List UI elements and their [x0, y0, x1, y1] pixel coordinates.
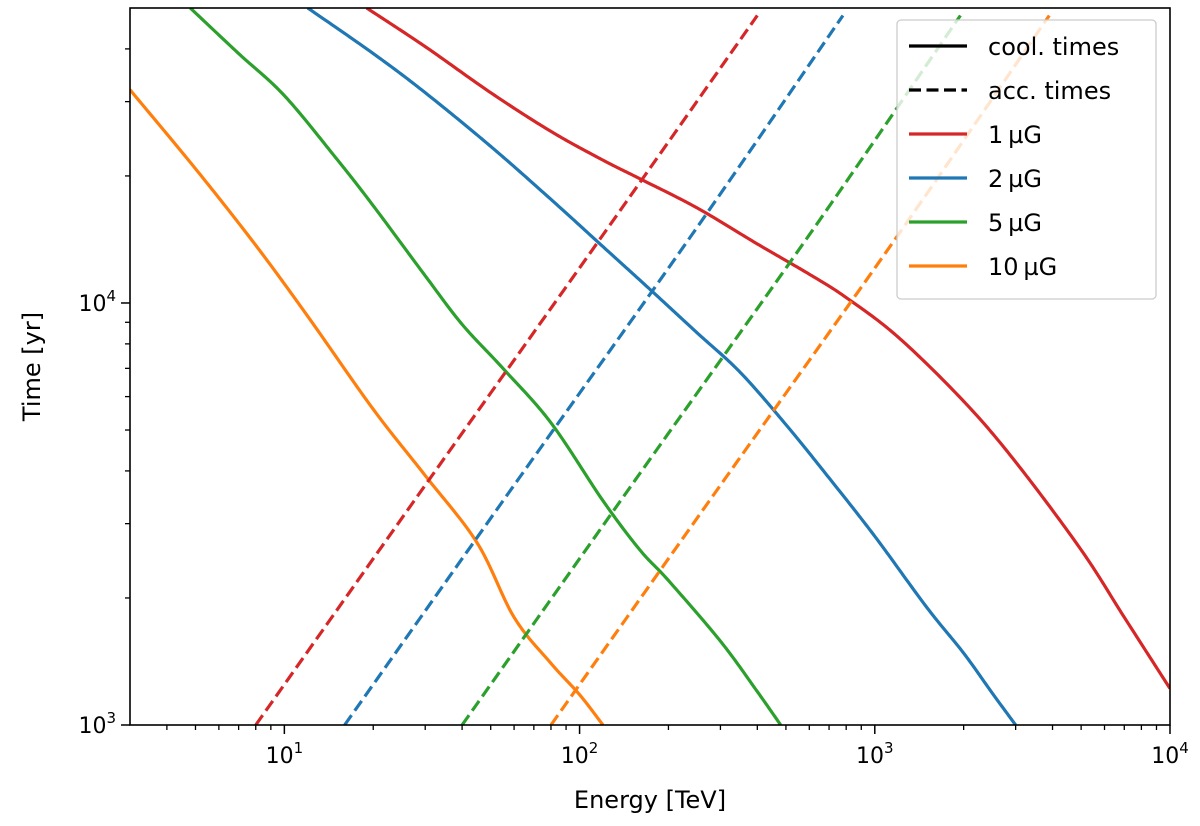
plot-frame	[129, 7, 1171, 726]
legend-label: cool. times	[988, 33, 1119, 61]
tick-layer: 101 102 103 104 103 104	[78, 48, 1189, 769]
series-line-acc-5uG	[460, 14, 962, 725]
x-tick-label: 101	[266, 739, 304, 769]
legend-label: 2 µG	[988, 165, 1042, 193]
x-tick-label: 103	[856, 739, 894, 769]
legend-label: 10 µG	[988, 253, 1057, 281]
series-line-cool-1uG	[365, 8, 1170, 690]
x-axis-label: Energy [TeV]	[574, 786, 726, 814]
series-line-cool-2uG	[306, 8, 1017, 725]
legend: cool. times acc. times 1 µG 2 µG 5 µG 10 µG	[896, 19, 1157, 300]
legend-label: 5 µG	[988, 209, 1042, 237]
x-tick-label: 102	[561, 739, 599, 769]
series-line-cool-5uG	[189, 8, 782, 725]
legend-label: acc. times	[988, 77, 1111, 105]
legend-label: 1 µG	[988, 121, 1042, 149]
series-line-cool-10uG	[130, 88, 605, 725]
y-tick-label: 104	[78, 287, 116, 317]
series-layer	[130, 8, 1170, 725]
y-tick-label: 103	[78, 709, 116, 739]
x-tick-label: 104	[1151, 739, 1189, 769]
series-line-acc-2uG	[343, 14, 845, 725]
series-line-acc-1uG	[254, 14, 759, 725]
y-axis-label: Time [yr]	[18, 312, 46, 422]
